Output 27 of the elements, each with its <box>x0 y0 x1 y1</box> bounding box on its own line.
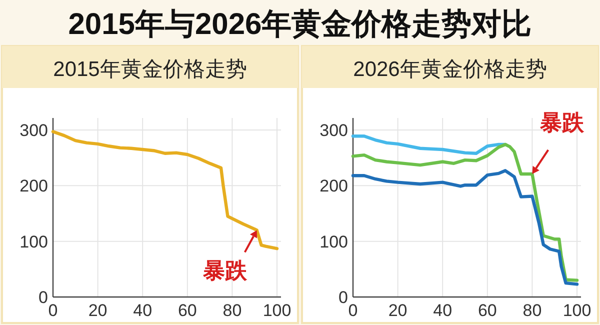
x-tick-label: 60 <box>478 301 497 320</box>
x-tick-label: 40 <box>433 301 452 320</box>
x-tick-label: 20 <box>388 301 408 320</box>
chart-title: 2026年黄金价格走势 <box>353 58 547 81</box>
line-series <box>351 134 507 155</box>
x-tick-label: 80 <box>222 301 242 320</box>
chart-subtitle: 2015年黄金价格走势 <box>53 58 247 81</box>
y-tick-label: 0 <box>338 288 348 307</box>
x-tick-label: 100 <box>562 301 592 320</box>
x-tick-label: 40 <box>133 301 152 320</box>
y-tick-label: 0 <box>38 288 48 307</box>
annotation: 暴跌 <box>202 258 248 284</box>
x-tick-label: 100 <box>262 301 292 320</box>
x-tick-label: 20 <box>88 301 108 320</box>
line-series <box>351 142 579 282</box>
chart-title: 2015年与2026年黄金价格走势对比 <box>68 8 532 41</box>
line-series <box>51 130 279 250</box>
line-series <box>351 169 579 286</box>
y-tick-label: 300 <box>320 121 348 140</box>
y-tick-label: 100 <box>320 232 348 252</box>
annotation: 暴跌 <box>539 110 586 135</box>
y-tick-label: 200 <box>320 176 348 196</box>
y-tick-label: 100 <box>20 232 48 252</box>
y-tick-label: 300 <box>20 121 48 140</box>
x-tick-label: 80 <box>522 301 542 320</box>
y-tick-label: 200 <box>20 176 48 196</box>
x-tick-label: 60 <box>178 301 197 320</box>
